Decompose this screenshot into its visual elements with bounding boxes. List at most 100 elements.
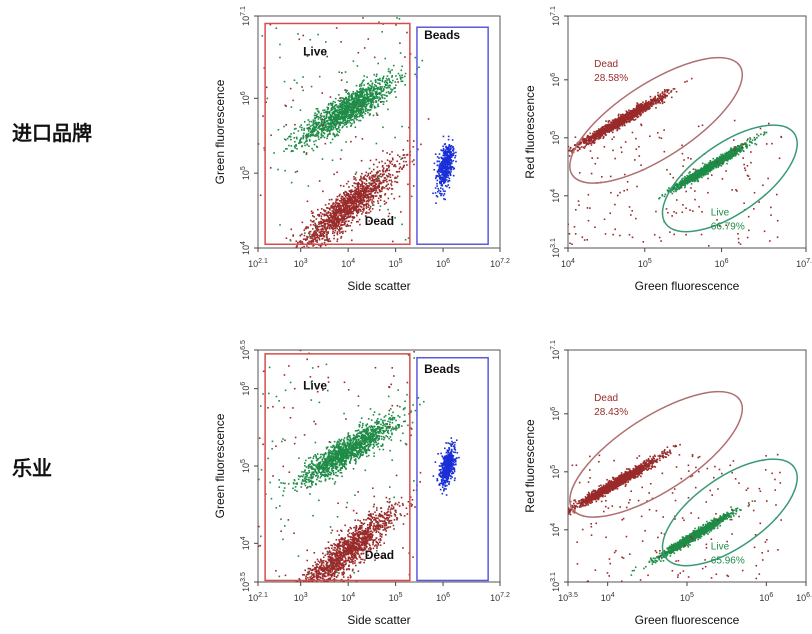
bead-point (445, 162, 447, 165)
dead-point (633, 119, 636, 121)
live-point (387, 108, 389, 111)
live-point (288, 144, 290, 147)
live-point (371, 90, 374, 92)
live-point (339, 122, 342, 125)
live-point (331, 120, 334, 123)
dead-point (356, 196, 359, 199)
dead-point (331, 218, 334, 221)
bead-point (438, 167, 441, 170)
live-point (378, 88, 381, 91)
dead-point (326, 215, 329, 218)
bead-point (445, 164, 447, 167)
live-point (372, 101, 375, 104)
dead-point (335, 209, 337, 211)
dead-point (355, 207, 358, 210)
bead-point (452, 146, 454, 148)
dead-point (372, 178, 374, 181)
dead-point (379, 190, 381, 193)
live-point (314, 119, 316, 122)
dead-point (642, 101, 644, 104)
live-point (363, 105, 366, 107)
live-point (368, 96, 370, 98)
dead-point (337, 220, 340, 223)
bead-point (447, 149, 450, 152)
dead-point (598, 129, 600, 132)
live-point (382, 94, 384, 96)
bead-point (444, 177, 446, 179)
dead-point (320, 208, 323, 210)
live-point (327, 122, 330, 124)
dead-point (343, 223, 346, 226)
dead-point (308, 233, 311, 235)
dead-point (365, 171, 368, 174)
dead-point (335, 206, 338, 209)
dead-point (361, 187, 364, 190)
dead-point (339, 219, 342, 222)
dead-point (628, 117, 631, 120)
dead-point (346, 193, 349, 196)
live-point (395, 75, 397, 77)
background-point (269, 23, 272, 26)
dead-point (593, 141, 596, 144)
bead-point (437, 171, 439, 174)
bead-point (440, 176, 443, 179)
dead-point (351, 185, 354, 187)
dead-point (350, 198, 352, 201)
dead-point (364, 212, 367, 214)
live-point (341, 104, 344, 107)
dead-point (659, 102, 662, 104)
live-point (352, 108, 354, 110)
dead-point (352, 217, 355, 219)
dead-point (344, 215, 347, 218)
dead-point (342, 200, 345, 203)
background-point (391, 216, 393, 219)
live-point (342, 118, 345, 121)
dead-point (591, 139, 593, 142)
live-point (343, 114, 345, 116)
dead-point (662, 93, 665, 95)
dead-point (313, 235, 315, 238)
dead-point (376, 172, 378, 175)
dead-point (626, 118, 629, 121)
dead-point (375, 195, 378, 197)
live-point (364, 93, 366, 96)
bead-point (455, 160, 457, 163)
live-point (301, 126, 303, 129)
dead-point (612, 123, 615, 126)
dead-point (371, 182, 374, 185)
live-point (343, 116, 346, 119)
live-point (385, 77, 388, 80)
background-point (355, 220, 358, 223)
bead-point (447, 180, 449, 183)
dead-point (384, 179, 387, 182)
dead-point (399, 166, 402, 168)
dead-point (356, 193, 358, 195)
live-point (328, 133, 331, 135)
live-point (323, 119, 326, 122)
live-point (370, 88, 372, 90)
dead-point (315, 232, 318, 234)
dead-point (309, 224, 312, 226)
bead-point (446, 165, 449, 168)
dead-point (619, 119, 621, 121)
live-point (334, 126, 337, 129)
dead-point (369, 172, 372, 175)
live-point (355, 116, 358, 118)
dead-point (342, 216, 344, 219)
live-point (320, 120, 323, 122)
live-point (375, 101, 378, 103)
dead-point (295, 250, 297, 252)
dead-point (339, 214, 342, 217)
dead-point (670, 96, 673, 99)
background-point (302, 89, 304, 92)
dead-point (381, 165, 384, 168)
dead-point (578, 143, 581, 146)
bead-point (441, 163, 444, 166)
dead-point (314, 234, 316, 237)
dead-point (376, 166, 379, 168)
bead-point (450, 155, 453, 157)
dead-point (372, 197, 375, 200)
live-point (358, 109, 360, 111)
live-point (329, 130, 331, 133)
dead-point (317, 223, 320, 225)
